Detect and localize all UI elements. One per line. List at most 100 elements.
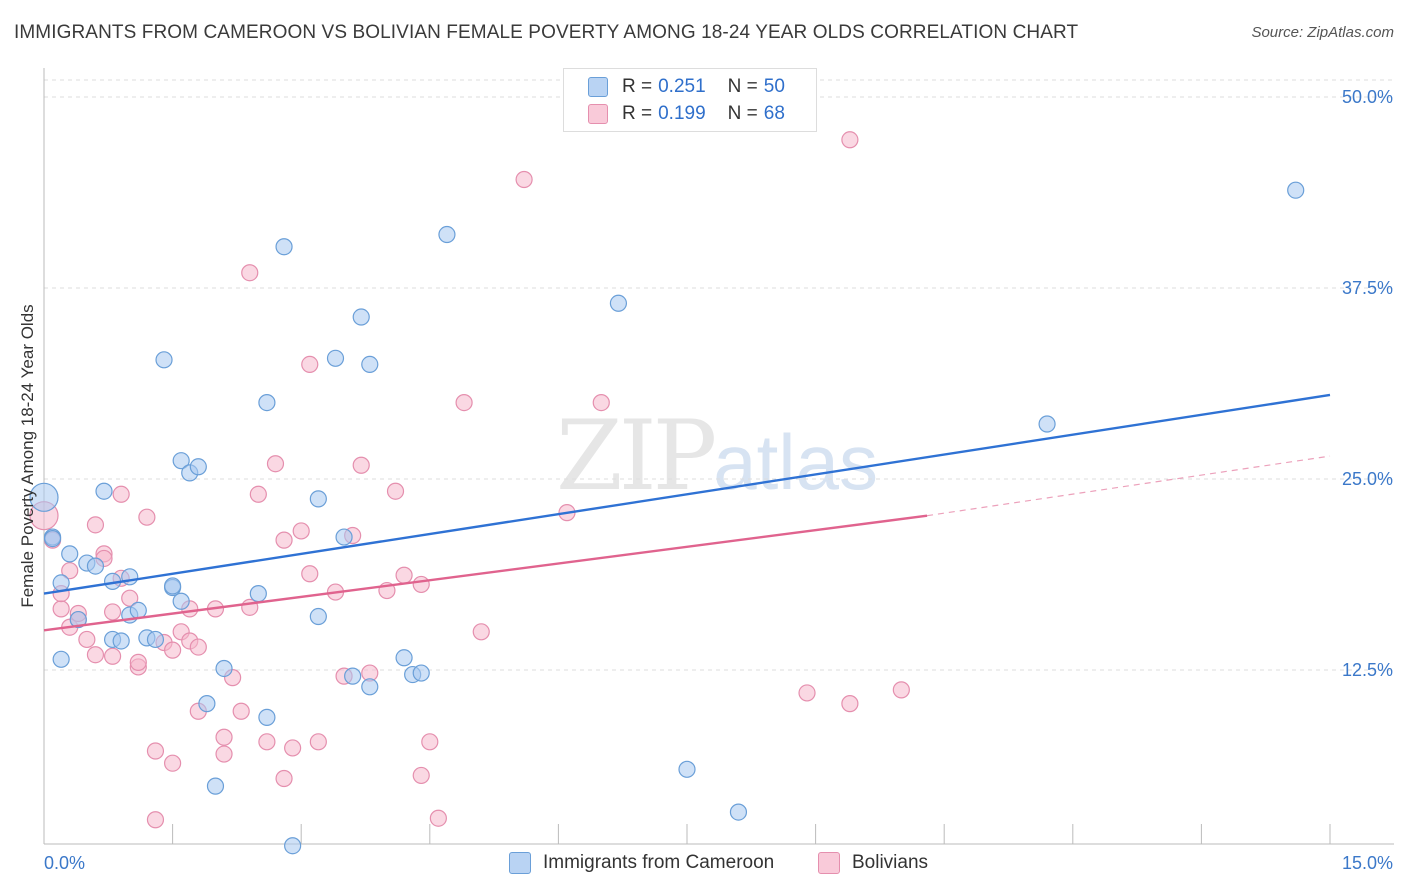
bolivian-point — [61, 562, 79, 580]
legend-label-cameroon: Immigrants from Cameroon — [543, 852, 775, 873]
cameroon-point — [189, 458, 207, 476]
cameroon-point — [129, 601, 147, 620]
bolivian-point — [395, 566, 413, 584]
bolivian-point — [121, 589, 139, 607]
bolivian-point — [103, 647, 122, 665]
bolivian-point — [412, 766, 430, 785]
cameroon-point — [29, 482, 59, 512]
bolivian-point — [592, 394, 610, 412]
cameroon-point — [198, 695, 216, 713]
cameroon-point — [284, 837, 302, 855]
y-tick-label: 25.0% — [1342, 469, 1393, 489]
bolivian-point — [215, 728, 233, 746]
bolivian-point — [515, 170, 533, 189]
bolivian-point — [892, 681, 910, 699]
legend-row-bolivians: R = 0.199 N = 68 — [588, 100, 785, 128]
bolivian-point — [164, 641, 182, 659]
bolivian-point — [421, 733, 439, 751]
cameroon-point — [609, 294, 628, 312]
legend-item-bolivians: Bolivians — [818, 852, 928, 874]
bolivian-point — [78, 630, 96, 649]
bolivian-point — [472, 623, 490, 641]
watermark-atlas: atlas — [713, 418, 878, 506]
legend-swatch-pink — [588, 104, 608, 124]
legend-item-cameroon: Immigrants from Cameroon — [509, 852, 774, 874]
bolivian-point — [249, 485, 267, 503]
cameroon-point — [729, 803, 748, 821]
cameroon-point — [678, 760, 696, 778]
bolivian-point — [189, 638, 207, 656]
cameroon-point — [249, 584, 267, 603]
legend-r-value: 0.251 — [658, 76, 706, 97]
bolivian-point — [146, 742, 165, 760]
cameroon-point — [1287, 181, 1305, 199]
bolivian-point — [232, 702, 250, 720]
cameroon-point — [1038, 415, 1056, 433]
bolivian-point — [841, 131, 859, 149]
cameroon-point — [172, 592, 190, 610]
series-legend: Immigrants from Cameroon Bolivians — [0, 852, 1406, 878]
chart-title: IMMIGRANTS FROM CAMEROON VS BOLIVIAN FEM… — [14, 22, 1079, 43]
bolivian-point — [241, 264, 259, 282]
legend-swatch-blue — [509, 852, 531, 874]
cameroon-point — [326, 349, 345, 367]
bolivian-point — [798, 684, 816, 702]
bolivian-point — [412, 575, 430, 594]
cameroon-point — [438, 225, 456, 244]
y-tick-label: 37.5% — [1342, 278, 1393, 298]
cameroon-point — [61, 545, 79, 563]
bolivian-point — [86, 646, 105, 664]
legend-label-bolivians: Bolivians — [852, 852, 929, 873]
cameroon-point — [95, 482, 113, 500]
bolivian-point — [138, 508, 156, 526]
bolivian-point — [103, 603, 122, 621]
x-tick-label: 15.0% — [1342, 853, 1393, 873]
bolivian-point — [284, 739, 302, 757]
legend-swatch-blue — [588, 77, 608, 97]
bolivian-point — [275, 769, 293, 788]
bolivian-point — [841, 695, 859, 713]
bolivian-point — [164, 754, 182, 772]
legend-r-value: 0.199 — [658, 103, 706, 124]
bolivian-point — [258, 733, 276, 751]
y-tick-label: 50.0% — [1342, 87, 1393, 107]
source-label: Source: ZipAtlas.com — [1251, 24, 1394, 41]
cameroon-point — [172, 452, 190, 470]
cameroon-point — [146, 630, 165, 649]
legend-row-cameroon: R = 0.251 N = 50 — [588, 73, 785, 101]
legend-n-label: N = — [727, 76, 758, 97]
cameroon-point — [52, 574, 70, 592]
bolivian-point — [275, 531, 293, 549]
bolivian-point — [292, 522, 310, 540]
bolivian-point — [146, 811, 165, 829]
x-tick-label: 0.0% — [44, 853, 85, 873]
bolivian-point — [266, 455, 285, 473]
correlation-legend: R = 0.251 N = 50 R = 0.199 N = 68 — [563, 68, 817, 132]
legend-n-label: N = — [727, 103, 758, 124]
cameroon-point — [335, 528, 353, 546]
cameroon-point — [86, 557, 105, 575]
bolivian-point — [112, 485, 130, 503]
cameroon-point — [52, 650, 70, 668]
cameroon-point — [309, 607, 327, 626]
legend-n-value: 50 — [763, 76, 785, 97]
cameroon-point — [112, 632, 130, 650]
cameroon-point — [361, 355, 379, 373]
cameroon-point — [361, 678, 379, 696]
bolivian-trend-extension — [926, 455, 1331, 517]
bolivian-point — [301, 565, 319, 583]
cameroon-point — [164, 577, 182, 595]
cameroon-point — [275, 238, 293, 256]
legend-n-value: 68 — [763, 103, 785, 124]
bolivian-point — [52, 600, 70, 618]
bolivian-point — [455, 394, 473, 412]
cameroon-point — [309, 490, 327, 508]
cameroon-point — [344, 667, 362, 685]
cameroon-point — [206, 777, 225, 795]
cameroon-point — [258, 708, 276, 726]
bolivian-point — [215, 745, 233, 763]
y-tick-label: 12.5% — [1342, 660, 1393, 680]
legend-r-label: R = — [622, 76, 653, 97]
cameroon-point — [395, 649, 413, 667]
